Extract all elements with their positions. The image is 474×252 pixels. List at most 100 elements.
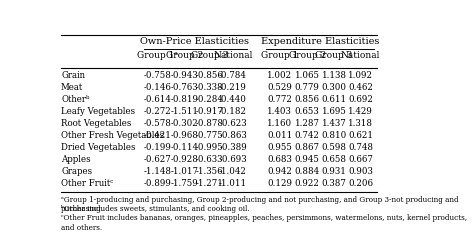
Text: 1.437: 1.437 (322, 119, 346, 128)
Text: 0.667: 0.667 (348, 155, 373, 164)
Text: 1.429: 1.429 (348, 107, 373, 116)
Text: ᵇOther includes sweets, stimulants, and cooking oil.: ᵇOther includes sweets, stimulants, and … (61, 205, 250, 213)
Text: 1.092: 1.092 (348, 71, 373, 80)
Text: 1.160: 1.160 (267, 119, 292, 128)
Text: -1.271: -1.271 (195, 179, 223, 188)
Text: -0.614: -0.614 (144, 95, 172, 104)
Text: 0.884: 0.884 (295, 167, 320, 176)
Text: 0.945: 0.945 (295, 155, 319, 164)
Text: -1.011: -1.011 (219, 179, 247, 188)
Text: 0.903: 0.903 (348, 167, 373, 176)
Text: 0.942: 0.942 (267, 167, 292, 176)
Text: -0.899: -0.899 (144, 179, 172, 188)
Text: 0.683: 0.683 (267, 155, 292, 164)
Text: 0.621: 0.621 (348, 131, 373, 140)
Text: Otherᵇ: Otherᵇ (61, 95, 90, 104)
Text: Group 1: Group 1 (261, 51, 298, 60)
Text: 0.867: 0.867 (295, 143, 319, 152)
Text: -0.219: -0.219 (219, 83, 247, 92)
Text: Other Fresh Vegetables: Other Fresh Vegetables (61, 131, 164, 140)
Text: -0.784: -0.784 (219, 71, 247, 80)
Text: Own-Price Elasticities: Own-Price Elasticities (140, 37, 249, 46)
Text: -1.511: -1.511 (170, 107, 198, 116)
Text: Apples: Apples (61, 155, 91, 164)
Text: Root Vegetables: Root Vegetables (61, 119, 131, 128)
Text: -0.146: -0.146 (144, 83, 172, 92)
Text: 0.922: 0.922 (295, 179, 319, 188)
Text: -0.272: -0.272 (144, 107, 172, 116)
Text: 1.065: 1.065 (295, 71, 319, 80)
Text: 0.611: 0.611 (321, 95, 346, 104)
Text: -0.928: -0.928 (170, 155, 198, 164)
Text: -0.627: -0.627 (144, 155, 172, 164)
Text: -0.968: -0.968 (170, 131, 198, 140)
Text: -0.302: -0.302 (170, 119, 198, 128)
Text: Group 3: Group 3 (191, 51, 228, 60)
Text: -1.356: -1.356 (195, 167, 223, 176)
Text: -0.943: -0.943 (170, 71, 198, 80)
Text: -0.995: -0.995 (195, 143, 223, 152)
Text: Meat: Meat (61, 83, 83, 92)
Text: 1.695: 1.695 (321, 107, 346, 116)
Text: -0.856: -0.856 (195, 71, 223, 80)
Text: National: National (213, 51, 253, 60)
Text: 0.529: 0.529 (267, 83, 292, 92)
Text: Grain: Grain (61, 71, 85, 80)
Text: -0.338: -0.338 (195, 83, 223, 92)
Text: -0.114: -0.114 (170, 143, 198, 152)
Text: 0.742: 0.742 (295, 131, 319, 140)
Text: 0.206: 0.206 (348, 179, 373, 188)
Text: 0.779: 0.779 (295, 83, 319, 92)
Text: Grapes: Grapes (61, 167, 92, 176)
Text: Group 2: Group 2 (165, 51, 203, 60)
Text: 0.653: 0.653 (295, 107, 319, 116)
Text: Group 2: Group 2 (289, 51, 326, 60)
Text: 1.403: 1.403 (267, 107, 292, 116)
Text: 1.318: 1.318 (348, 119, 373, 128)
Text: -0.878: -0.878 (195, 119, 223, 128)
Text: -0.440: -0.440 (219, 95, 247, 104)
Text: 0.462: 0.462 (348, 83, 373, 92)
Text: 0.598: 0.598 (321, 143, 346, 152)
Text: -0.775: -0.775 (195, 131, 223, 140)
Text: -0.182: -0.182 (219, 107, 247, 116)
Text: Other Fruitᶜ: Other Fruitᶜ (61, 179, 113, 188)
Text: ᶜOther Fruit includes bananas, oranges, pineapples, peaches, persimmons, waterme: ᶜOther Fruit includes bananas, oranges, … (61, 214, 467, 232)
Text: -0.284: -0.284 (195, 95, 223, 104)
Text: 0.011: 0.011 (267, 131, 292, 140)
Text: 0.300: 0.300 (321, 83, 346, 92)
Text: 0.692: 0.692 (348, 95, 373, 104)
Text: -0.917: -0.917 (195, 107, 223, 116)
Text: Group 1ᵃ: Group 1ᵃ (137, 51, 178, 60)
Text: 1.002: 1.002 (267, 71, 292, 80)
Text: 1.287: 1.287 (295, 119, 319, 128)
Text: -0.578: -0.578 (144, 119, 172, 128)
Text: Expenditure Elasticities: Expenditure Elasticities (261, 37, 379, 46)
Text: 0.931: 0.931 (321, 167, 346, 176)
Text: -0.421: -0.421 (144, 131, 172, 140)
Text: 0.955: 0.955 (267, 143, 292, 152)
Text: 0.129: 0.129 (267, 179, 292, 188)
Text: -1.042: -1.042 (219, 167, 247, 176)
Text: -0.863: -0.863 (219, 131, 247, 140)
Text: -0.199: -0.199 (144, 143, 172, 152)
Text: 0.810: 0.810 (321, 131, 346, 140)
Text: Leafy Vegetables: Leafy Vegetables (61, 107, 135, 116)
Text: 0.856: 0.856 (295, 95, 319, 104)
Text: -0.758: -0.758 (144, 71, 172, 80)
Text: National: National (341, 51, 380, 60)
Text: -1.017: -1.017 (170, 167, 198, 176)
Text: Dried Vegetables: Dried Vegetables (61, 143, 136, 152)
Text: -0.633: -0.633 (195, 155, 223, 164)
Text: 0.772: 0.772 (267, 95, 292, 104)
Text: 0.748: 0.748 (348, 143, 373, 152)
Text: -1.148: -1.148 (144, 167, 172, 176)
Text: -0.693: -0.693 (219, 155, 247, 164)
Text: -0.763: -0.763 (170, 83, 198, 92)
Text: -0.623: -0.623 (219, 119, 247, 128)
Text: -0.819: -0.819 (170, 95, 198, 104)
Text: 1.138: 1.138 (321, 71, 346, 80)
Text: -0.389: -0.389 (219, 143, 247, 152)
Text: 0.387: 0.387 (321, 179, 346, 188)
Text: 0.658: 0.658 (321, 155, 346, 164)
